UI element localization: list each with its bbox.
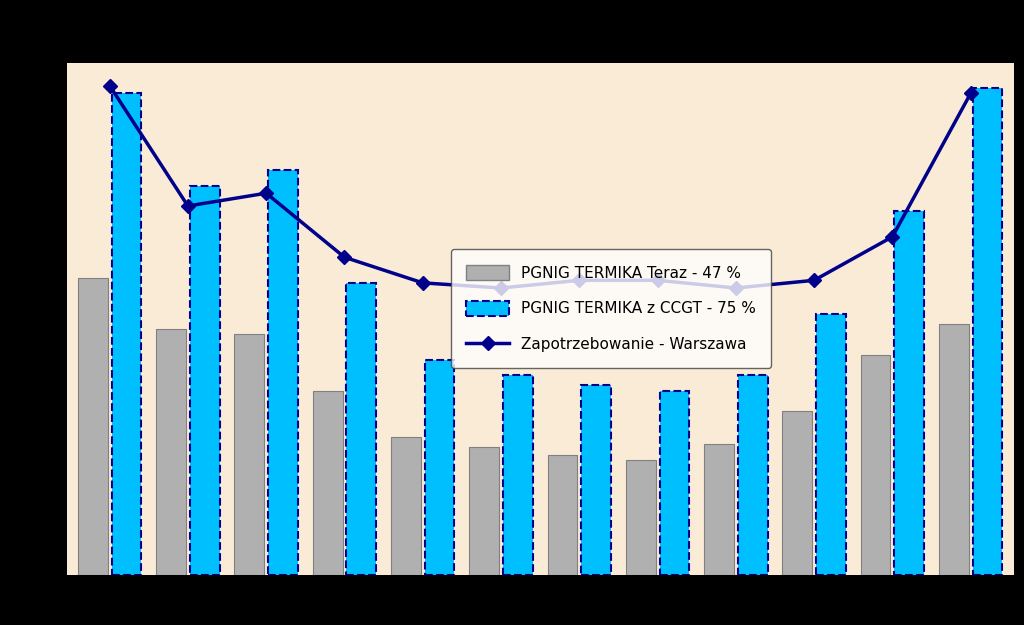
Bar <box>157 329 186 575</box>
Bar <box>469 447 499 575</box>
Bar <box>391 437 421 575</box>
Bar <box>738 375 768 575</box>
Bar <box>234 334 264 575</box>
Bar <box>189 186 219 575</box>
Bar <box>705 444 734 575</box>
Bar <box>894 211 924 575</box>
Bar <box>503 375 532 575</box>
Bar <box>582 386 611 575</box>
Bar <box>425 360 455 575</box>
Bar <box>112 93 141 575</box>
Bar <box>626 460 655 575</box>
Title: Produkcja netto PGNIG TERMIKA na tle zapotrzebowania Innogy Stoen Operator (śred: Produkcja netto PGNIG TERMIKA na tle zap… <box>45 16 1024 56</box>
Legend: PGNIG TERMIKA Teraz - 47 %, PGNIG TERMIKA z CCGT - 75 %, Zapotrzebowanie - Warsz: PGNIG TERMIKA Teraz - 47 %, PGNIG TERMIK… <box>451 249 771 368</box>
Bar <box>659 391 689 575</box>
Bar <box>268 170 298 575</box>
Bar <box>782 411 812 575</box>
Bar <box>816 314 846 575</box>
Bar <box>973 88 1002 575</box>
Bar <box>346 283 376 575</box>
Bar <box>312 391 342 575</box>
Bar <box>548 454 578 575</box>
Bar <box>939 324 969 575</box>
Bar <box>861 354 891 575</box>
Bar <box>78 278 108 575</box>
